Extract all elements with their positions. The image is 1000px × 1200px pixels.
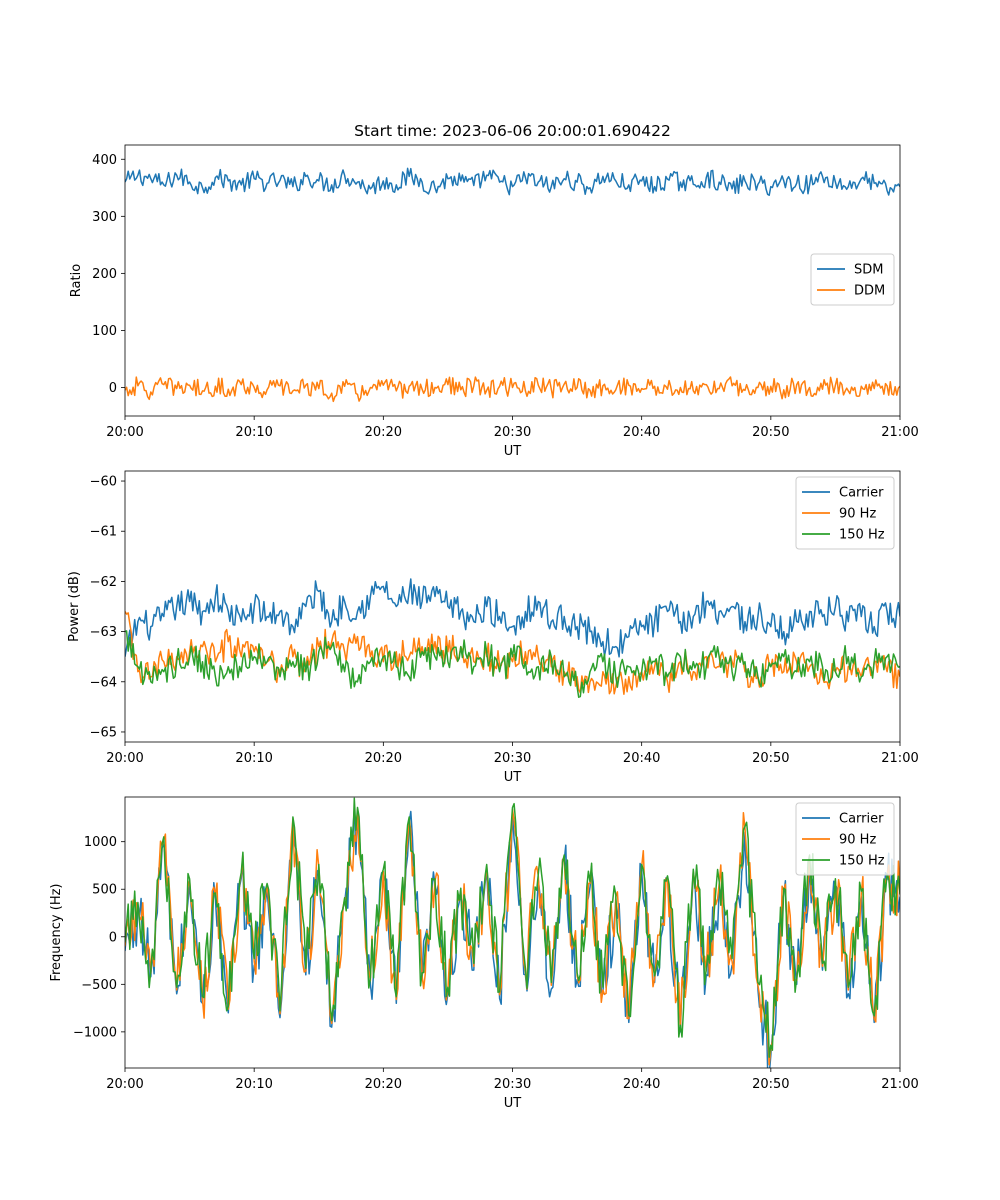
x-tick-label: 21:00 bbox=[881, 751, 918, 766]
y-axis-label: Ratio bbox=[69, 264, 84, 297]
y-tick-label: 300 bbox=[92, 210, 117, 225]
legend-label: 90 Hz bbox=[839, 507, 876, 522]
x-tick-label: 20:40 bbox=[623, 425, 660, 440]
x-tick-label: 20:10 bbox=[235, 425, 272, 440]
x-tick-label: 20:00 bbox=[106, 751, 143, 766]
legend-label: 150 Hz bbox=[839, 854, 885, 869]
series-group bbox=[125, 578, 900, 698]
y-tick-label: 0 bbox=[109, 930, 117, 945]
x-tick-label: 21:00 bbox=[881, 425, 918, 440]
x-axis-label: UT bbox=[504, 444, 522, 459]
legend: Carrier 90 Hz 150 Hz bbox=[795, 802, 895, 876]
x-tick-label: 20:50 bbox=[752, 751, 789, 766]
legend-label: 90 Hz bbox=[839, 833, 876, 848]
series-group bbox=[125, 167, 900, 403]
y-tick-label: −63 bbox=[90, 625, 117, 640]
chart-panel-3: 20:00 20:10 20:20 20:30 20:40 20:50 21:00 −1000… bbox=[49, 796, 919, 1111]
y-tick-label: 100 bbox=[92, 324, 117, 339]
x-tick-label: 21:00 bbox=[881, 1077, 918, 1092]
series-line-150-hz bbox=[125, 630, 900, 698]
chart-panel-1: 20:00 20:10 20:20 20:30 20:40 20:50 21:00 0 100 2… bbox=[69, 122, 919, 459]
x-tick-label: 20:30 bbox=[494, 751, 531, 766]
y-tick-label: 400 bbox=[92, 153, 117, 168]
x-tick-label: 20:20 bbox=[365, 1077, 402, 1092]
x-tick-label: 20:40 bbox=[623, 751, 660, 766]
y-tick-label: −500 bbox=[81, 978, 117, 993]
chart-title: Start time: 2023-06-06 20:00:01.690422 bbox=[354, 122, 671, 140]
y-axis-label: Frequency (Hz) bbox=[49, 883, 64, 981]
x-tick-label: 20:20 bbox=[365, 751, 402, 766]
legend-label: DDM bbox=[854, 284, 885, 299]
legend: SDM DDM bbox=[810, 253, 895, 306]
legend-label: Carrier bbox=[839, 486, 884, 501]
series-line-carrier bbox=[125, 578, 900, 658]
x-tick-label: 20:40 bbox=[623, 1077, 660, 1092]
axes-frame bbox=[124, 796, 901, 1069]
y-tick-label: −1000 bbox=[73, 1025, 117, 1040]
y-tick-label: −61 bbox=[90, 525, 117, 540]
chart-panel-2: 20:00 20:10 20:20 20:30 20:40 20:50 21:00 −65 −6… bbox=[67, 470, 919, 785]
legend-label: 150 Hz bbox=[839, 528, 885, 543]
y-tick-label: 200 bbox=[92, 267, 117, 282]
x-tick-label: 20:10 bbox=[235, 751, 272, 766]
x-tick-label: 20:30 bbox=[494, 425, 531, 440]
series-line-sdm bbox=[125, 167, 900, 196]
legend: Carrier 90 Hz 150 Hz bbox=[795, 476, 895, 550]
x-tick-label: 20:20 bbox=[365, 425, 402, 440]
y-tick-label: −65 bbox=[90, 725, 117, 740]
x-axis-label: UT bbox=[504, 1096, 522, 1111]
series-line-ddm bbox=[125, 376, 900, 403]
x-tick-label: 20:10 bbox=[235, 1077, 272, 1092]
y-tick-label: −62 bbox=[90, 575, 117, 590]
y-axis-label: Power (dB) bbox=[67, 571, 82, 642]
y-tick-label: 1000 bbox=[84, 835, 117, 850]
x-tick-label: 20:00 bbox=[106, 425, 143, 440]
y-tick-label: −60 bbox=[90, 475, 117, 490]
legend-box bbox=[810, 253, 895, 306]
series-line-90-hz bbox=[125, 808, 900, 1066]
axes-frame bbox=[124, 470, 901, 743]
legend-label: Carrier bbox=[839, 812, 884, 827]
x-tick-label: 20:30 bbox=[494, 1077, 531, 1092]
series-line-carrier bbox=[125, 808, 900, 1068]
y-tick-label: 0 bbox=[109, 381, 117, 396]
x-tick-label: 20:50 bbox=[752, 1077, 789, 1092]
legend-box bbox=[795, 802, 895, 876]
y-tick-label: 500 bbox=[92, 883, 117, 898]
series-group bbox=[125, 797, 900, 1068]
legend-label: SDM bbox=[854, 263, 883, 278]
legend-box bbox=[795, 476, 895, 550]
x-tick-label: 20:50 bbox=[752, 425, 789, 440]
series-line-150-hz bbox=[125, 797, 900, 1058]
x-axis-label: UT bbox=[504, 770, 522, 785]
x-tick-label: 20:00 bbox=[106, 1077, 143, 1092]
y-tick-label: −64 bbox=[90, 675, 117, 690]
